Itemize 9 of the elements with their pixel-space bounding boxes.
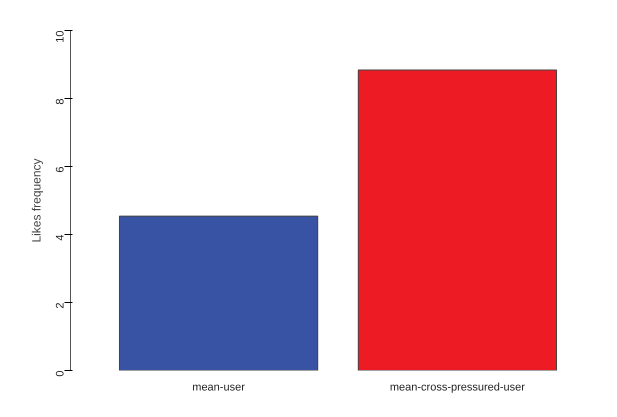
- x-tick-label: mean-user: [192, 382, 246, 394]
- y-axis-title: Likes frequency: [30, 158, 44, 243]
- y-tick-label: 10: [54, 30, 66, 43]
- x-tick-label: mean-cross-pressured-user: [390, 382, 526, 394]
- y-tick-label: 2: [54, 302, 66, 309]
- y-tick-label: 6: [54, 166, 66, 173]
- y-tick-label: 0: [54, 370, 66, 377]
- y-tick-label: 8: [54, 98, 66, 105]
- y-tick-label: 4: [54, 234, 66, 241]
